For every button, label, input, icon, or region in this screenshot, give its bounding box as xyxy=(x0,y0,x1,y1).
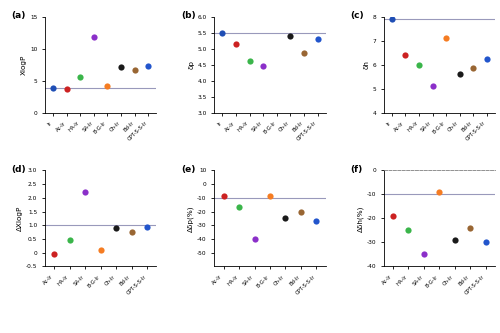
Point xyxy=(218,30,226,35)
Text: (a): (a) xyxy=(12,11,26,20)
Point xyxy=(232,41,240,47)
Text: (e): (e) xyxy=(181,165,196,173)
Text: (d): (d) xyxy=(12,165,26,173)
Point xyxy=(128,229,136,234)
Point xyxy=(415,62,423,67)
Point xyxy=(259,64,267,69)
Point xyxy=(402,52,409,58)
Point xyxy=(266,194,274,199)
Point xyxy=(50,251,58,256)
Point xyxy=(250,236,258,242)
Point xyxy=(389,213,397,219)
Point xyxy=(96,247,104,252)
Point xyxy=(300,51,308,56)
Point xyxy=(81,189,89,195)
Point xyxy=(297,209,305,214)
Y-axis label: Δδp(%): Δδp(%) xyxy=(188,205,194,232)
Text: (f): (f) xyxy=(350,165,362,173)
Point xyxy=(76,75,84,80)
Point xyxy=(49,86,57,91)
Y-axis label: δh: δh xyxy=(364,60,370,69)
Point xyxy=(451,237,459,243)
Point xyxy=(388,16,396,22)
Point xyxy=(428,84,436,89)
Point xyxy=(130,67,138,73)
Point xyxy=(483,56,491,61)
Point xyxy=(312,218,320,224)
Point xyxy=(220,193,228,198)
Point xyxy=(466,225,474,231)
Point xyxy=(314,36,322,42)
Y-axis label: ΔXlogP: ΔXlogP xyxy=(17,206,23,231)
Point xyxy=(117,64,125,69)
Point xyxy=(143,224,151,230)
Point xyxy=(286,33,294,39)
Point xyxy=(66,238,74,243)
Point xyxy=(235,205,243,210)
Text: (c): (c) xyxy=(350,11,364,20)
Point xyxy=(246,59,254,64)
Point xyxy=(104,83,112,89)
Point xyxy=(144,63,152,69)
Point xyxy=(420,252,428,257)
Text: (b): (b) xyxy=(181,11,196,20)
Point xyxy=(282,216,290,221)
Point xyxy=(456,72,464,77)
Point xyxy=(442,36,450,41)
Point xyxy=(112,225,120,231)
Point xyxy=(470,66,478,71)
Y-axis label: Δδh(%): Δδh(%) xyxy=(357,205,364,231)
Y-axis label: δp: δp xyxy=(188,60,194,69)
Point xyxy=(90,34,98,39)
Point xyxy=(436,189,444,194)
Point xyxy=(62,86,70,92)
Y-axis label: XlogP: XlogP xyxy=(21,55,27,75)
Point xyxy=(404,228,412,233)
Point xyxy=(482,240,490,245)
